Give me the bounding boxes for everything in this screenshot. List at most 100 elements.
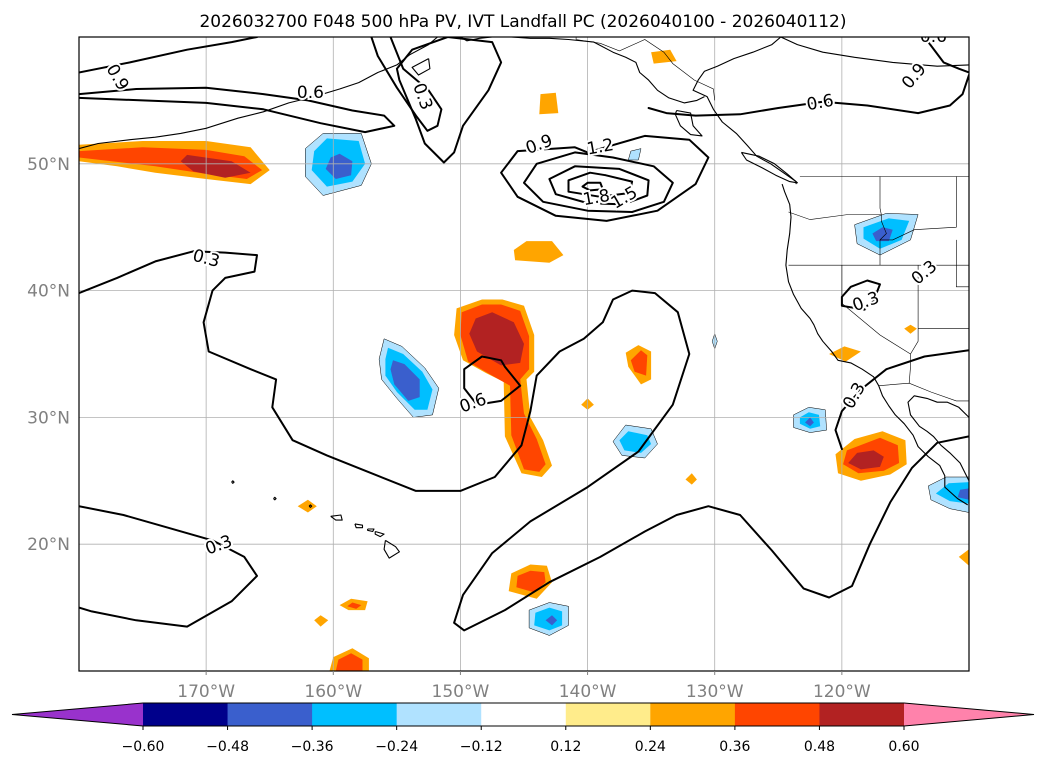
pv-contour-0-6-6	[79, 86, 396, 134]
colorbar-box-7	[734, 703, 820, 726]
pc-blob-pos-38	[297, 499, 317, 513]
coastline-17	[231, 480, 235, 484]
colorbar-label-1: −0.48	[206, 739, 249, 755]
coastline-14	[383, 539, 400, 559]
colorbar-label-7: 0.36	[719, 739, 750, 755]
contour-label-1: 0.6	[297, 83, 324, 103]
x-tick-label-4: 130°W	[686, 682, 744, 702]
coastline-15	[308, 504, 313, 508]
border-7	[880, 176, 957, 241]
colorbar-label-0: −0.60	[122, 739, 165, 755]
pc-blob-pos-40	[516, 570, 546, 593]
contour-label-9: 0.6	[920, 27, 947, 47]
pv-contour-layer	[79, 37, 969, 632]
pc-blob-pos-46	[314, 615, 329, 627]
colorbar-box-2	[312, 703, 398, 726]
colorbar-extend-min	[12, 703, 143, 726]
coastline-5	[411, 58, 431, 76]
pv-contour-0-3-1	[79, 505, 258, 628]
colorbar-box-1	[227, 703, 313, 726]
coastline-2	[781, 183, 968, 506]
border-11	[575, 37, 715, 101]
pv-contour-1-5-14	[548, 165, 650, 206]
pc-blob-neg-35	[957, 488, 969, 500]
coastline-0	[780, 37, 969, 67]
longitude-axis: 170°W 160°W 150°W 140°W 130°W 120°W	[177, 671, 871, 702]
pv-contour-1-2-13	[523, 151, 674, 213]
colorbar-box-6	[650, 703, 736, 726]
map-frame	[78, 36, 970, 672]
pc-blob-pos-18	[469, 312, 524, 366]
coastline-3	[907, 395, 969, 482]
coastline-1	[692, 37, 797, 185]
pc-blob-neg-29	[805, 417, 814, 427]
pv-contour-0-3-4	[370, 37, 443, 132]
y-tick-label-3: 50°N	[27, 155, 70, 175]
colorbar-box-0	[143, 703, 229, 726]
colorbar-box-8	[819, 703, 905, 726]
x-tick-label-2: 150°W	[432, 682, 490, 702]
coastline-10	[330, 514, 343, 521]
colorbar-box-4	[481, 703, 567, 726]
pc-blob-pos-48	[335, 653, 363, 671]
latitude-axis: 20°N 30°N 40°N 50°N	[27, 155, 70, 555]
coastline-12	[367, 528, 375, 533]
pc-shading-layer	[79, 49, 969, 671]
chart-title: 2026032700 F048 500 hPa PV, IVT Landfall…	[199, 12, 846, 32]
x-tick-label-3: 140°W	[559, 682, 617, 702]
coastline-16	[273, 496, 277, 501]
pc-blob-neg-12	[872, 227, 893, 242]
pv-contour-0-6-9	[463, 355, 522, 406]
colorbar-label-8: 0.48	[804, 739, 835, 755]
pv-contour-0-3-3	[840, 279, 881, 311]
pc-blob-pos-36	[685, 473, 697, 485]
coastline-13	[374, 530, 385, 538]
pc-blob-neg-34	[935, 482, 969, 504]
colorbar-label-5: 0.12	[550, 739, 581, 755]
gridlines	[79, 37, 969, 671]
pv-contour-0-9-10	[79, 37, 258, 74]
border-4	[788, 211, 887, 266]
coastline-9	[740, 151, 798, 184]
pc-blob-pos-23	[630, 350, 648, 376]
coastline-11	[354, 523, 364, 529]
y-tick-label-0: 20°N	[27, 535, 70, 555]
pv-contour-1-8-15	[567, 171, 634, 198]
y-tick-label-2: 40°N	[27, 282, 70, 302]
pv-contour-0-6-7	[647, 100, 920, 117]
pv-contour-0-9-11	[500, 134, 710, 222]
pc-blob-pos-37	[958, 549, 969, 566]
x-tick-label-5: 120°W	[813, 682, 871, 702]
pv-contour-0-3-2	[834, 349, 969, 451]
pv-contour-0-3-5	[395, 37, 503, 164]
pv-contour-0-9-12	[923, 37, 969, 74]
pc-blob-neg-5	[325, 153, 353, 179]
pc-blob-pos-6	[539, 92, 559, 115]
border-5	[879, 176, 882, 215]
border-6	[910, 265, 919, 355]
colorbar-label-3: −0.24	[375, 739, 418, 755]
pc-blob-pos-13	[904, 324, 917, 334]
x-tick-label-0: 170°W	[177, 682, 235, 702]
colorbar-box-3	[396, 703, 482, 726]
pc-blob-pos-45	[347, 602, 362, 609]
x-tick-label-1: 160°W	[304, 682, 362, 702]
colorbar-box-5	[565, 703, 651, 726]
colorbar-label-2: −0.36	[291, 739, 334, 755]
colorbar-label-4: −0.12	[460, 739, 503, 755]
border-1	[878, 382, 969, 402]
colorbar-label-6: 0.24	[635, 739, 666, 755]
pv-contour-0-3-0	[79, 250, 969, 632]
coastline-7	[511, 37, 705, 104]
colorbar-label-9: 0.60	[888, 739, 919, 755]
pv-contour-2-1-16	[581, 181, 604, 192]
pc-blob-pos-14	[829, 346, 861, 362]
pc-blob-neg-26	[619, 431, 652, 453]
pc-blob-neg-8	[627, 148, 642, 161]
pc-blob-neg-21	[390, 360, 420, 401]
pc-blob-neg-43	[545, 615, 558, 626]
colorbar: −0.60 −0.48 −0.36 −0.24 −0.12 0.12 0.24 0.36 0.4…	[11, 702, 1035, 755]
pv-contour-0-6-8	[917, 74, 969, 115]
pc-blob-pos-32	[848, 450, 884, 470]
